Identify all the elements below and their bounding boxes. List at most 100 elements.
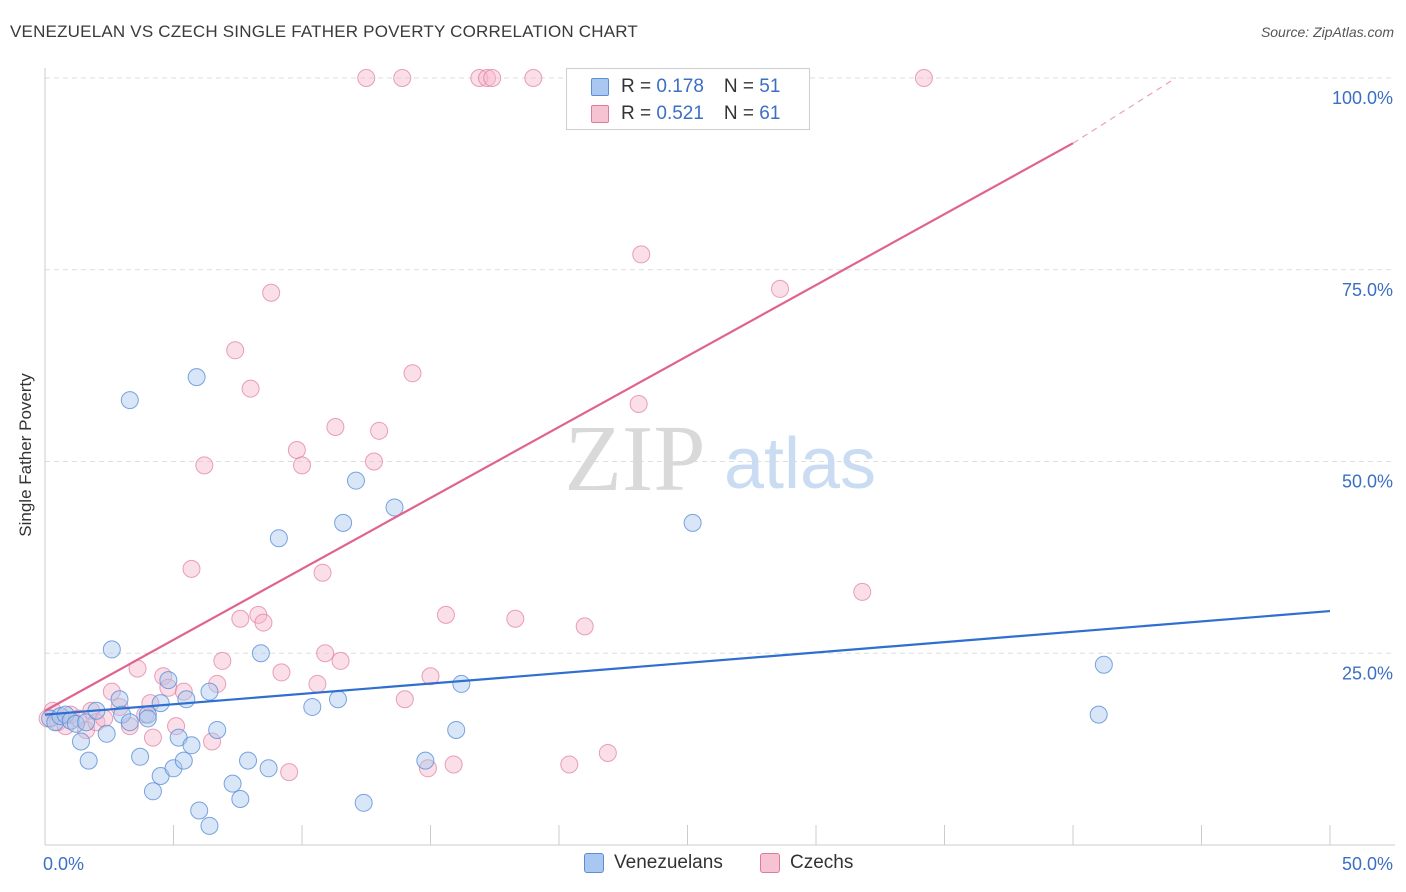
czechs-point [370,421,389,440]
venezuelans-point [164,759,183,778]
czechs-point [331,651,350,670]
venezuelans-point [102,640,121,659]
n-label: N = [723,103,760,124]
czechs-swatch [591,105,609,123]
czechs-point [182,559,201,578]
n-value-venezuelans: 51 [759,76,781,97]
watermark-zip: ZIP [565,407,706,511]
czechs-point [560,755,579,774]
venezuelans-point [200,682,219,701]
czechs-point [293,456,311,475]
venezuelans-point [77,713,96,732]
venezuelans-point [131,747,150,766]
n-value-czechs: 61 [759,103,781,124]
legend-item-czechs[interactable]: Czechs [760,852,853,874]
venezuelans-point [120,391,139,410]
czechs-point [195,456,214,475]
venezuelans-point [177,690,196,709]
venezuelans-point [151,694,170,713]
venezuelans-point [79,751,98,770]
venezuelans-point [143,782,162,801]
czechs-point [524,69,543,87]
czechs-point [914,69,933,87]
czechs-point [403,364,422,383]
venezuelans-point [269,529,288,548]
venezuelans-trend-line [44,609,1331,716]
venezuelans-point [452,674,471,693]
czechs-point [629,394,648,413]
venezuelans-point [208,720,227,739]
stats-row-venezuelans: R = 0.178 N = 51 [591,75,781,99]
venezuelans-point [303,697,322,716]
czechs-point [203,732,222,751]
venezuelans-point [346,471,365,490]
trend-lines [44,77,1331,716]
tick-labels: 25.0% 50.0% 75.0% 100.0% 0.0% 50.0% [43,88,1393,874]
czechs-point [393,69,412,87]
czechs-point [506,609,525,628]
czechs-point [313,563,332,582]
venezuelans-point [1089,705,1108,724]
venezuelans-point [159,671,178,690]
y-tick-label: 50.0% [1342,472,1393,492]
venezuelans-point [97,724,116,743]
czechs-point [470,69,489,87]
czechs-point [357,69,376,87]
czechs-point [208,674,227,693]
venezuelans-point [223,774,242,793]
venezuelans-swatch [591,78,609,96]
venezuelans-legend-swatch [584,853,604,873]
x-tick-label: 0.0% [43,854,84,874]
venezuelans-point [138,709,157,728]
r-label: R = [621,103,657,124]
czechs-point [364,452,383,471]
czechs-point [272,663,291,682]
venezuelans-point [328,690,347,709]
czechs-point [231,609,250,628]
czechs-point [444,755,463,774]
y-tick-label: 100.0% [1332,88,1393,108]
venezuelans-point [334,513,353,532]
czechs-point [478,69,497,87]
y-tick-label: 75.0% [1342,280,1393,300]
venezuelans-point [239,751,258,770]
r-value-czechs: 0.521 [656,103,704,124]
gridlines [45,77,1395,654]
x-tick-label: 50.0% [1342,854,1393,874]
legend-label-venezuelans: Venezuelans [614,852,723,873]
venezuelans-point [231,789,250,808]
czechs-point [483,69,502,87]
venezuelans-point [110,690,129,709]
venezuelans-point [182,736,201,755]
venezuelans-point [120,713,139,732]
venezuelans-point [190,801,209,820]
series-legend: Venezuelans Czechs [0,852,1406,878]
venezuelans-point [71,732,90,751]
venezuelans-point [354,793,373,812]
czechs-point [326,417,345,436]
watermark: ZIP atlas [565,407,877,511]
stats-legend: R = 0.178 N = 51 R = 0.521 N = 61 [566,68,810,130]
y-axis-label: Single Father Poverty [16,373,35,537]
czechs-point [262,283,281,302]
czechs-point [575,617,594,636]
czechs-trend-line [44,142,1074,712]
source-label: Source: ZipAtlas.com [1260,24,1394,40]
r-label: R = [621,76,657,97]
legend-label-czechs: Czechs [790,852,854,873]
venezuelans-point [187,368,206,387]
legend-item-venezuelans[interactable]: Venezuelans [584,852,723,874]
y-tick-label: 25.0% [1342,663,1393,683]
czechs-point [598,743,617,762]
czechs-point [308,674,327,693]
axes [44,68,1395,846]
venezuelans-point [113,705,132,724]
czechs-point [241,379,260,398]
czechs-point [853,582,872,601]
czechs-point [159,678,178,697]
venezuelans-point [416,751,435,770]
czechs-point [226,341,245,360]
venezuelans-point [259,759,278,778]
czechs-legend-swatch [760,853,780,873]
